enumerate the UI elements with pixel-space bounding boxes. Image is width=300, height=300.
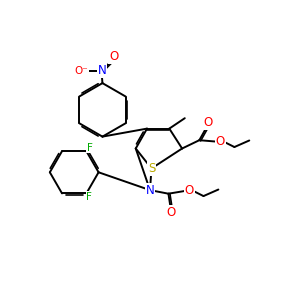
Text: O: O [204, 116, 213, 129]
Text: N: N [98, 64, 106, 77]
Text: F: F [86, 192, 92, 202]
Text: O: O [215, 135, 225, 148]
Text: F: F [87, 142, 93, 153]
Text: O⁻: O⁻ [74, 66, 88, 76]
Text: O: O [110, 50, 119, 64]
Text: O: O [166, 206, 176, 219]
Text: O: O [184, 184, 194, 197]
Text: S: S [148, 162, 155, 175]
Text: N: N [146, 184, 154, 196]
